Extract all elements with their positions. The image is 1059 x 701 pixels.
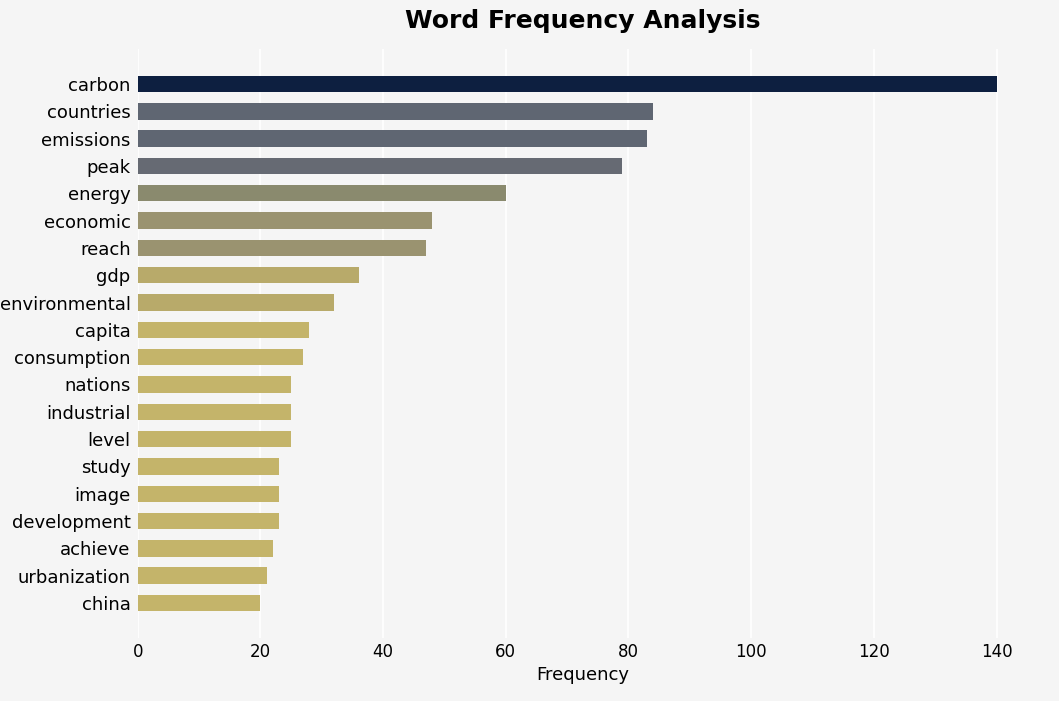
Title: Word Frequency Analysis: Word Frequency Analysis xyxy=(405,9,760,33)
X-axis label: Frequency: Frequency xyxy=(536,667,629,684)
Bar xyxy=(138,130,647,147)
Bar xyxy=(138,322,309,338)
Bar xyxy=(138,431,291,447)
Bar xyxy=(138,158,623,174)
Bar xyxy=(138,376,291,393)
Bar xyxy=(138,513,279,529)
Bar xyxy=(138,567,267,584)
Bar xyxy=(138,103,653,120)
Bar xyxy=(138,267,359,283)
Bar xyxy=(138,212,432,229)
Bar xyxy=(138,76,997,93)
Bar xyxy=(138,458,279,475)
Bar xyxy=(138,404,291,420)
Bar xyxy=(138,185,506,201)
Bar xyxy=(138,594,261,611)
Bar xyxy=(138,486,279,502)
Bar xyxy=(138,349,303,365)
Bar xyxy=(138,294,334,311)
Bar xyxy=(138,540,272,557)
Bar xyxy=(138,240,426,256)
